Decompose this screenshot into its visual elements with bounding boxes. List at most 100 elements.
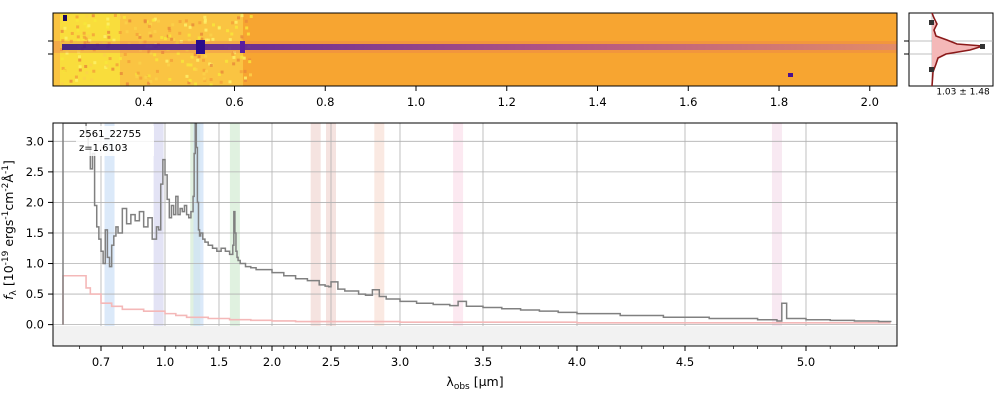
noise-pixel <box>205 38 209 42</box>
noise-pixel <box>107 35 111 39</box>
noise-pixel <box>149 80 153 84</box>
noise-pixel <box>89 63 93 67</box>
edge-pixel <box>63 15 67 21</box>
noise-pixel <box>85 14 89 18</box>
noise-pixel <box>163 37 167 41</box>
noise-pixel <box>83 41 87 45</box>
noise-pixel <box>74 75 78 79</box>
noise-pixel <box>118 30 122 34</box>
x-tick-label: 3.5 <box>474 355 492 369</box>
noise-pixel <box>204 28 208 32</box>
y-tick-label: 1.5 <box>26 226 44 240</box>
grid <box>53 123 897 346</box>
profile-marker-1 <box>929 20 934 25</box>
noise-pixel <box>206 38 210 42</box>
noise-pixel <box>147 24 151 28</box>
noise-pixel <box>147 81 151 85</box>
line-marker-band <box>229 123 240 346</box>
noise-pixel <box>100 41 104 45</box>
noise-pixel <box>87 24 91 28</box>
noise-pixel <box>118 57 122 61</box>
profile-line <box>931 12 984 87</box>
noise-pixel <box>219 80 223 84</box>
spectral-trace <box>62 44 897 50</box>
profile-marker-2 <box>980 44 985 49</box>
noise-pixel <box>82 76 86 80</box>
noise-pixel <box>138 33 142 37</box>
noise-pixel <box>234 25 238 29</box>
noise-pixel <box>153 30 157 34</box>
noise-pixel <box>127 60 131 64</box>
noise-pixel <box>187 39 191 43</box>
noise-pixel <box>61 39 65 43</box>
noise-pixel <box>136 71 140 75</box>
noise-pixel <box>61 66 65 70</box>
noise-pixel <box>202 58 206 62</box>
image-x-tick-label: 1.2 <box>498 95 516 109</box>
noise-pixel <box>231 52 235 56</box>
x-tick-label: 5.0 <box>797 355 815 369</box>
noise-pixel <box>139 76 143 80</box>
noise-pixel <box>248 60 252 64</box>
profile-fill <box>932 13 983 86</box>
noise-pixel <box>60 29 64 33</box>
noise-pixel <box>106 17 110 21</box>
trace-emission-1 <box>196 40 205 54</box>
noise-pixel <box>187 81 191 85</box>
noise-pixel <box>91 14 95 18</box>
noise-pixel <box>170 58 174 62</box>
noise-pixel <box>186 63 190 67</box>
noise-pixel <box>90 78 94 82</box>
noise-pixel <box>189 63 193 67</box>
noise-pixel <box>60 82 64 86</box>
noise-pixel <box>82 31 86 35</box>
noise-pixel <box>178 20 182 24</box>
noise-pixel <box>240 35 244 39</box>
noise-pixel <box>242 56 246 60</box>
noise-pixel <box>78 65 82 69</box>
noise-pixel <box>172 38 176 42</box>
image-x-tick-label: 2.0 <box>861 95 879 109</box>
noise-pixel <box>60 57 64 61</box>
noise-pixel <box>191 23 195 27</box>
noise-pixel <box>111 67 115 71</box>
noise-pixel <box>190 55 194 59</box>
y-axis: 0.0 0.5 1.0 1.5 2.0 2.5 3.0 <box>26 134 53 332</box>
below-zero-shade <box>53 326 897 346</box>
noise-pixel <box>138 35 142 39</box>
noise-pixel <box>113 14 117 18</box>
noise-pixel <box>197 36 201 40</box>
noise-pixel <box>60 48 64 52</box>
noise-pixel <box>204 54 208 58</box>
x-tick-label: 2.0 <box>263 355 281 369</box>
noise-pixel <box>194 68 198 72</box>
noise-pixel <box>63 26 67 30</box>
noise-pixel <box>135 75 139 79</box>
noise-pixel <box>76 25 80 29</box>
object-id: 2561_22755 <box>79 129 141 140</box>
profile-marker-3 <box>929 67 934 72</box>
noise-pixel <box>103 35 107 39</box>
noise-pixel <box>154 77 158 81</box>
noise-pixel <box>65 51 69 55</box>
hot-pixel <box>788 73 793 77</box>
noise-pixel <box>211 37 215 41</box>
noise-pixel <box>138 40 142 44</box>
y-tick-label: 2.5 <box>26 165 44 179</box>
noise-pixel <box>91 33 95 37</box>
noise-pixel <box>176 51 180 55</box>
y-tick-label: 0.5 <box>26 287 44 301</box>
noise-pixel <box>232 51 236 55</box>
noise-pixel <box>153 53 157 57</box>
noise-pixel <box>149 22 153 26</box>
noise-pixel <box>228 80 232 84</box>
noise-pixel <box>188 79 192 83</box>
noise-pixel <box>232 55 236 59</box>
noise-pixel <box>185 74 189 78</box>
x-tick-label: 0.7 <box>92 355 110 369</box>
noise-pixel <box>149 34 153 38</box>
noise-pixel <box>178 31 182 35</box>
noise-pixel <box>244 19 248 23</box>
noise-pixel <box>209 63 213 67</box>
